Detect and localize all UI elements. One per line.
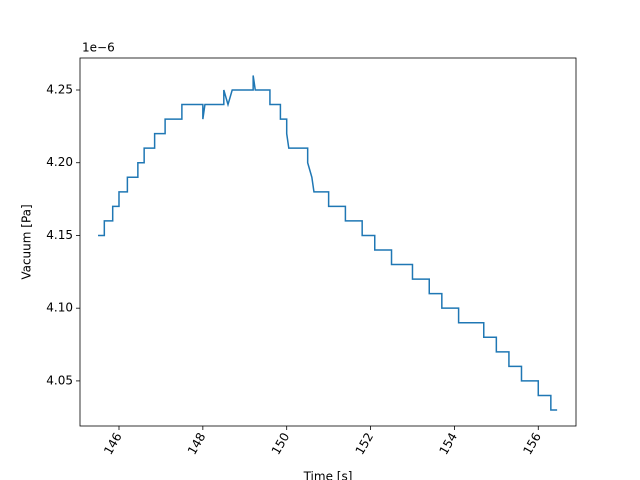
y-tick-label: 4.15 <box>46 228 73 242</box>
y-tick-label: 4.25 <box>46 83 73 97</box>
y-tick-label: 4.05 <box>46 373 73 387</box>
offset-text: 1e−6 <box>82 41 115 55</box>
x-axis-label: Time [s] <box>303 470 353 480</box>
y-axis-label: Vacuum [Pa] <box>20 204 34 279</box>
y-tick-label: 4.20 <box>46 155 73 169</box>
axes-frame <box>79 57 577 427</box>
data-line <box>98 75 558 411</box>
y-tick-label: 4.10 <box>46 301 73 315</box>
